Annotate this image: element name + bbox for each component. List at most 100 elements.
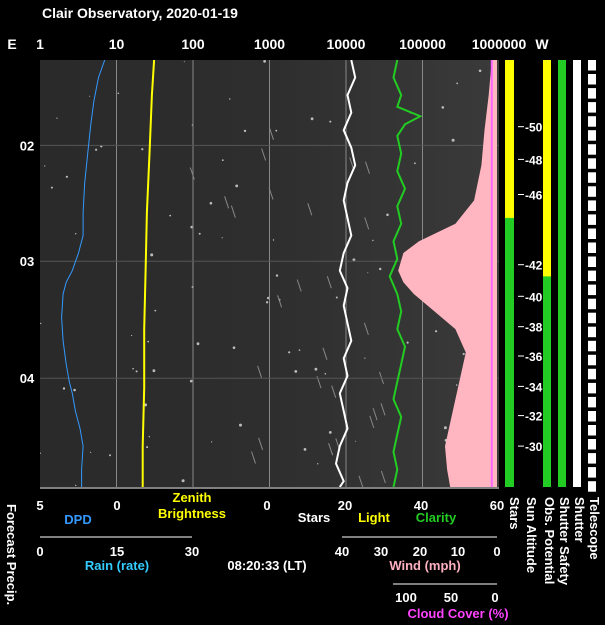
star-trail [380,403,386,416]
cloud-cover-label: Cloud Cover (%) [407,606,508,621]
star-trail [230,205,236,218]
sky-star-dot [414,162,416,165]
stars-tick-label: 20 [338,498,352,513]
chart-title: Clair Observatory, 2020-01-19 [42,5,238,21]
time-tick-label: 04 [20,371,35,386]
telescope-strip-segment [588,382,596,394]
sky-star-dot [372,239,374,242]
sky-star-dot [275,129,278,132]
telescope-strip-segment [588,60,596,71]
star-trail [365,161,370,174]
status-strip-label: Sun Altitude [524,497,539,573]
sky-star-dot [131,334,133,337]
telescope-strip-segment [588,270,596,282]
sky-star-dot [117,92,120,95]
status-strip-label: Shutter Safety [557,497,572,586]
wind-tick-label: 30 [374,544,388,559]
star-trail [358,475,364,487]
telescope-strip-segment [588,130,596,141]
sky-star-dot [328,431,332,434]
sky-star-dot [265,301,269,304]
sky-star-dot [75,233,77,235]
top-tick-label: 1000 [254,36,285,52]
cloud-tick-label: 50 [444,590,458,605]
sky-star-dot [132,367,134,370]
status-strip [543,60,551,487]
sky-star-dot [50,186,53,189]
altitude-tick-label: -50 [525,121,543,135]
rain-label: Rain (rate) [85,558,149,573]
sky-star-dot [451,138,455,142]
sky-star-dot [441,106,445,109]
sky-star-dot [352,258,356,262]
star-trail [364,217,370,230]
clarity-line [388,60,423,487]
sky-star-dot [89,95,91,97]
sky-star-dot [75,484,77,487]
telescope-strip-segment [588,116,596,127]
sky-star-dot [209,201,213,205]
star-trail [296,279,302,292]
sky-star-dot [406,341,409,344]
sky-star-dot [364,357,366,359]
sky-star-dot [310,117,314,121]
sky-star-dot [95,148,98,151]
star-trail [326,276,332,289]
cloud-cover-area [398,60,497,487]
star-trail [269,127,274,140]
sky-star-dot [355,440,357,442]
sky-star-dot [65,175,68,178]
top-axis-ticks: 1 10 100 1000 10000 100000 1000000 [36,36,526,52]
telescope-strip-segment [588,284,596,296]
telescope-strip-segment [588,396,596,408]
sky-star-dot [443,426,447,430]
altitude-tick-label: -38 [525,321,543,335]
west-label: W [535,36,549,52]
star-trail [307,203,313,216]
stars-bottom-label: Stars [298,510,331,525]
dpd-tick-label: 5 [36,498,43,513]
telescope-strip-segment [588,425,596,436]
altitude-tick-label: -32 [525,410,543,424]
sky-star-dot [189,379,193,383]
sky-star-dot [73,388,76,392]
time-tick-label: 02 [20,138,34,153]
sky-star-dot [154,309,157,312]
status-strip-labels: Stars Sun Altitude Obs. Potential Shutter S… [507,497,602,586]
sky-star-dot [235,184,239,188]
wind-tick-label: 0 [493,544,500,559]
top-tick-label: 1 [36,36,44,52]
bottom-axes [40,487,499,585]
wind-tick-label: 40 [335,544,349,559]
sky-star-dot [288,351,291,354]
telescope-strip-segment [588,481,596,492]
status-strips [505,60,596,492]
top-tick-label: 10000 [327,36,366,52]
telescope-strip-segment [588,242,596,253]
star-trail [349,157,355,170]
altitude-tick-label: -30 [525,440,543,454]
telescope-strip-segment [588,411,596,422]
star-trail [380,470,386,484]
status-strip [573,60,581,487]
sky-star-dot [379,267,382,271]
telescope-strip-segment [588,214,596,225]
sky-star-dot [275,274,279,277]
sky-star-dot [478,69,482,73]
stars-tick-label: 0 [263,498,270,513]
sky-star-dot [329,120,332,123]
status-strip-segment [505,217,514,487]
sky-star-dot [135,370,138,373]
star-trail [369,415,375,429]
telescope-strip-segment [588,439,596,450]
sky-star-dot [150,253,154,257]
zenith-brightness-line [141,60,156,487]
wind-tick-label: 10 [451,544,465,559]
time-label: 08:20:33 (LT) [227,558,306,573]
clarity-label: Clarity [416,510,457,525]
star-trail [328,443,334,456]
rain-tick-label: 30 [185,544,199,559]
sky-star-dot [272,239,275,241]
